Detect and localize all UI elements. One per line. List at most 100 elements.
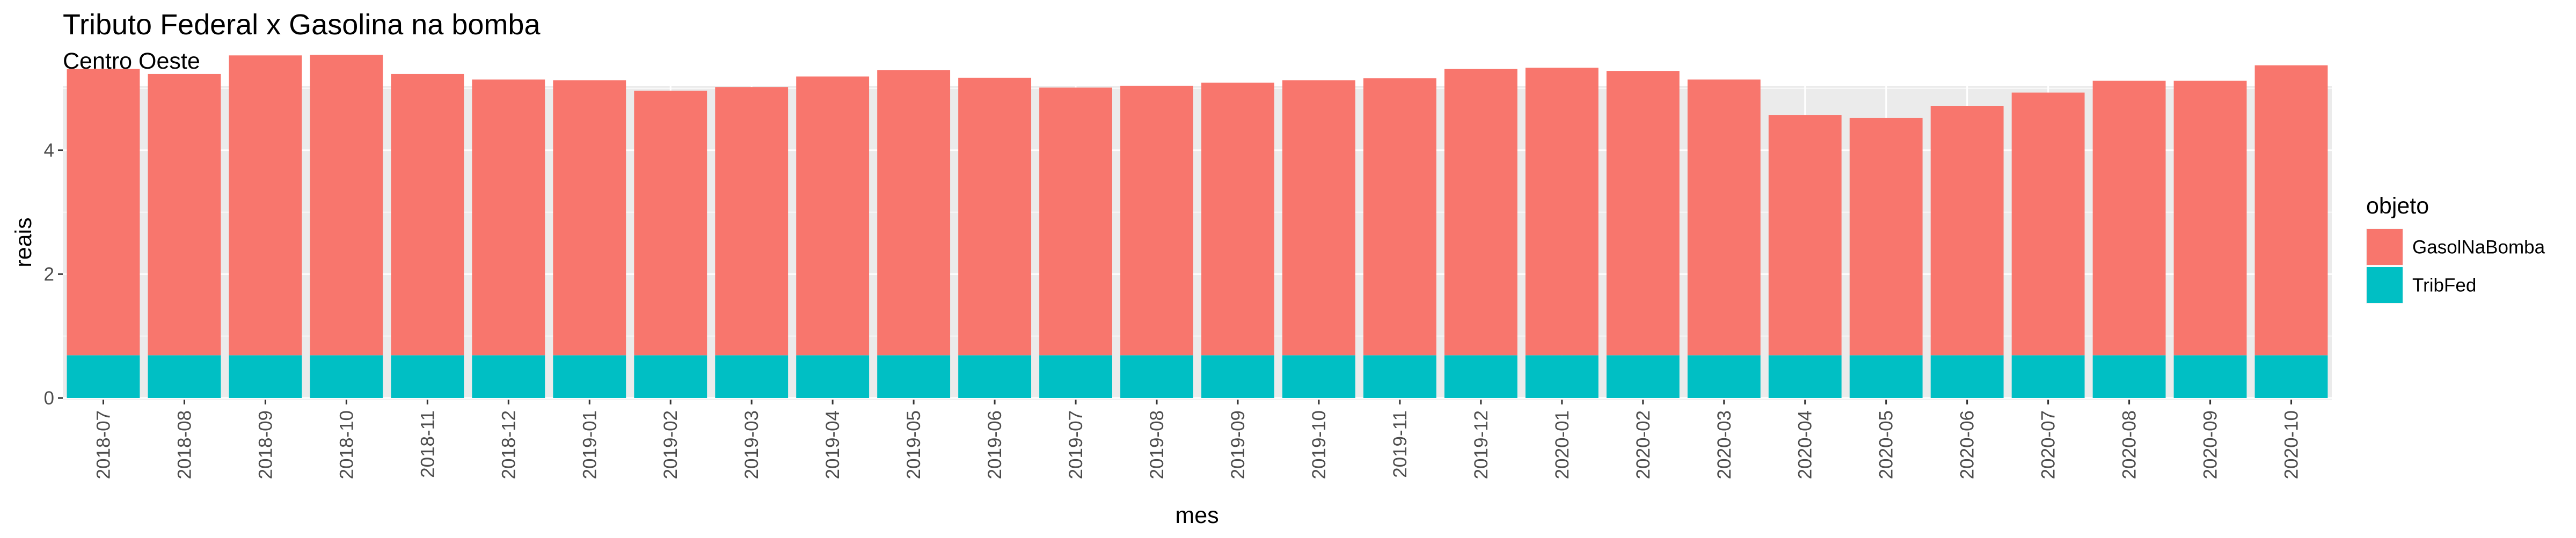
bar-tribfed-2020-10 <box>2254 355 2328 398</box>
bar-gasolnabomba-2019-11 <box>1363 78 1436 356</box>
bar-tribfed-2020-05 <box>1849 355 1923 398</box>
bar-gasolnabomba-2018-11 <box>391 73 464 356</box>
x-tick-label: 2019-01 <box>579 410 600 479</box>
bar-gasolnabomba-2018-09 <box>229 55 302 356</box>
x-tick-label: 2019-07 <box>1066 410 1086 479</box>
bar-gasolnabomba-2020-07 <box>2011 92 2085 356</box>
x-tick-label: 2020-03 <box>1714 410 1735 479</box>
bar-gasolnabomba-2019-02 <box>634 91 707 356</box>
x-tick-label: 2018-07 <box>93 410 114 479</box>
x-tick-label: 2018-10 <box>336 410 357 479</box>
x-tick-label: 2020-01 <box>1552 410 1573 479</box>
x-tick-label: 2019-06 <box>984 410 1005 479</box>
bar-gasolnabomba-2019-09 <box>1201 83 1274 356</box>
legend-key-swatch <box>2367 229 2403 265</box>
bar-tribfed-2018-07 <box>67 355 140 398</box>
x-tick-label: 2020-04 <box>1795 410 1816 479</box>
x-tick-label: 2020-09 <box>2200 410 2221 479</box>
bar-gasolnabomba-2018-07 <box>67 69 140 356</box>
x-axis-title: mes <box>1175 503 1218 528</box>
bar-tribfed-2019-01 <box>553 355 626 398</box>
legend-key-swatch <box>2367 267 2403 303</box>
bar-gasolnabomba-2020-02 <box>1606 71 1680 356</box>
bar-tribfed-2020-06 <box>1930 355 2004 398</box>
bar-tribfed-2020-01 <box>1525 355 1599 398</box>
bar-gasolnabomba-2019-10 <box>1282 80 1355 356</box>
x-tick-label: 2019-02 <box>660 410 681 479</box>
bar-gasolnabomba-2019-08 <box>1120 85 1193 356</box>
x-tick-label: 2019-11 <box>1390 410 1411 478</box>
bar-gasolnabomba-2019-06 <box>958 77 1032 356</box>
bar-tribfed-2020-03 <box>1687 355 1761 398</box>
bar-gasolnabomba-2018-10 <box>310 55 383 356</box>
x-tick-label: 2020-05 <box>1876 410 1897 479</box>
x-tick-label: 2019-12 <box>1471 410 1492 479</box>
bar-gasolnabomba-2019-04 <box>796 76 870 356</box>
bar-tribfed-2019-03 <box>715 355 789 398</box>
bar-gasolnabomba-2018-08 <box>148 73 221 356</box>
bar-tribfed-2020-07 <box>2011 355 2085 398</box>
x-tick-label: 2019-04 <box>822 410 843 479</box>
x-tick-label: 2018-11 <box>417 410 438 478</box>
bar-tribfed-2019-02 <box>634 355 707 398</box>
bar-tribfed-2020-04 <box>1768 355 1842 398</box>
x-tick-label: 2020-08 <box>2119 410 2140 479</box>
bar-tribfed-2018-09 <box>229 355 302 398</box>
bar-tribfed-2020-08 <box>2092 355 2166 398</box>
legend-title: objeto <box>2366 193 2429 219</box>
x-tick-label: 2018-12 <box>498 410 519 479</box>
bar-tribfed-2019-06 <box>958 355 1032 398</box>
bar-gasolnabomba-2019-03 <box>715 87 789 356</box>
bar-tribfed-2019-09 <box>1201 355 1274 398</box>
bar-tribfed-2018-11 <box>391 355 464 398</box>
bar-gasolnabomba-2019-01 <box>553 80 626 356</box>
x-tick-label: 2019-08 <box>1147 410 1167 479</box>
bar-gasolnabomba-2020-10 <box>2254 65 2328 356</box>
x-axis: 2018-07 2018-08 2018-09 2018-10 2018-11 2018-… <box>93 400 2302 479</box>
bars <box>67 55 2328 398</box>
bar-gasolnabomba-2020-08 <box>2092 80 2166 356</box>
x-tick-label: 2018-09 <box>255 410 276 479</box>
bar-gasolnabomba-2020-09 <box>2173 80 2247 356</box>
x-tick-label: 2020-10 <box>2281 410 2302 479</box>
y-tick-label: 2 <box>44 264 54 285</box>
x-tick-label: 2019-10 <box>1309 410 1330 479</box>
chart-title: Tributo Federal x Gasolina na bomba <box>63 9 541 41</box>
bar-tribfed-2019-05 <box>877 355 951 398</box>
bar-tribfed-2018-10 <box>310 355 383 398</box>
x-tick-label: 2020-02 <box>1633 410 1654 479</box>
y-tick-label: 0 <box>44 388 54 409</box>
x-tick-label: 2019-09 <box>1228 410 1249 479</box>
x-tick-label: 2020-07 <box>2038 410 2059 479</box>
legend: objeto GasolNaBomba TribFed <box>2366 193 2545 304</box>
legend-entry-label: GasolNaBomba <box>2412 237 2545 258</box>
bar-tribfed-2019-04 <box>796 355 870 398</box>
bar-tribfed-2018-12 <box>472 355 545 398</box>
y-axis-title: reais <box>11 217 37 267</box>
bar-tribfed-2019-07 <box>1039 355 1112 398</box>
bar-tribfed-2020-09 <box>2173 355 2247 398</box>
bar-gasolnabomba-2020-05 <box>1849 117 1923 356</box>
bar-gasolnabomba-2019-12 <box>1444 69 1517 356</box>
bar-tribfed-2019-11 <box>1363 355 1436 398</box>
bar-gasolnabomba-2020-06 <box>1930 106 2004 356</box>
bar-tribfed-2018-08 <box>148 355 221 398</box>
bar-tribfed-2020-02 <box>1606 355 1680 398</box>
bar-gasolnabomba-2019-05 <box>877 70 951 356</box>
x-tick-label: 2018-08 <box>174 410 195 479</box>
bar-gasolnabomba-2020-03 <box>1687 79 1761 356</box>
bar-tribfed-2019-10 <box>1282 355 1355 398</box>
bar-tribfed-2019-08 <box>1120 355 1193 398</box>
bar-gasolnabomba-2020-01 <box>1525 68 1599 356</box>
legend-entry-label: TribFed <box>2412 275 2476 296</box>
x-tick-label: 2019-03 <box>741 410 762 479</box>
x-tick-label: 2019-05 <box>903 410 924 479</box>
y-axis: 0 2 4 <box>44 140 63 409</box>
y-tick-label: 4 <box>44 140 54 161</box>
bar-gasolnabomba-2018-12 <box>472 79 545 356</box>
bar-tribfed-2019-12 <box>1444 355 1517 398</box>
bar-gasolnabomba-2019-07 <box>1039 87 1112 356</box>
x-tick-label: 2020-06 <box>1957 410 1978 479</box>
